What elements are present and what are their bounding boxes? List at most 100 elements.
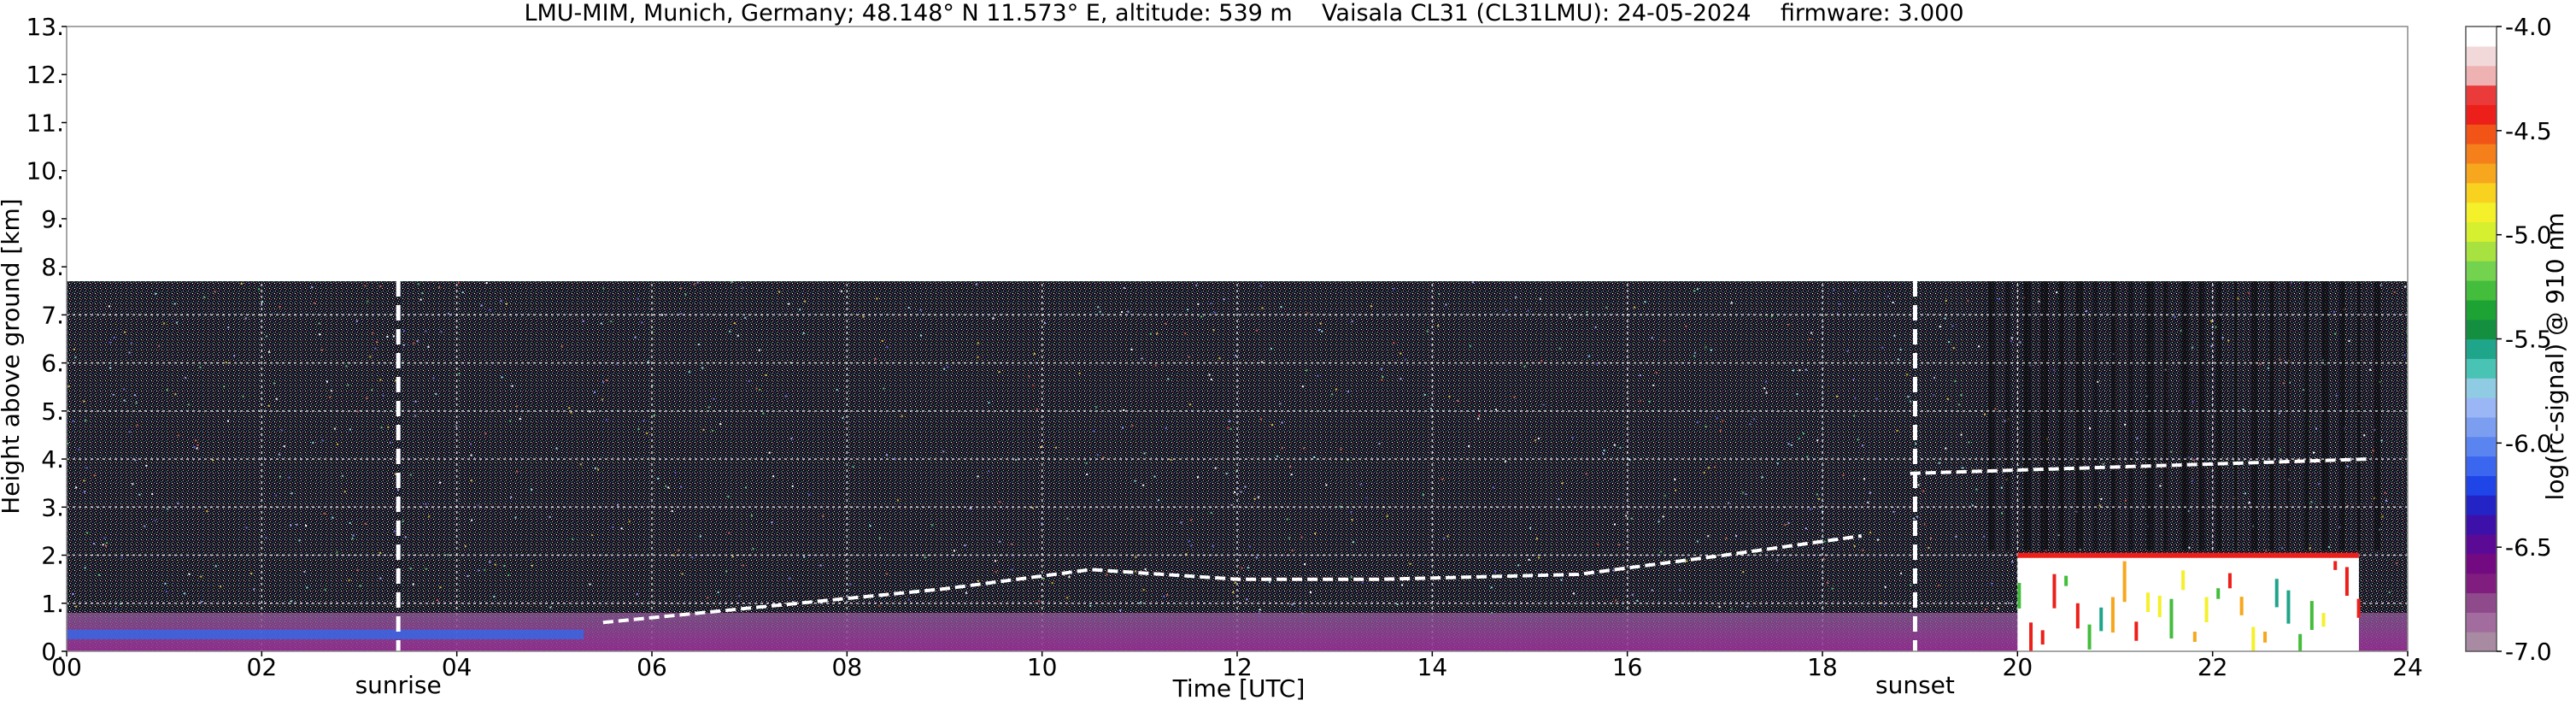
- noise-speck: [531, 488, 533, 491]
- noise-speck: [1618, 544, 1621, 546]
- noise-speck: [1102, 456, 1105, 459]
- noise-speck: [503, 565, 506, 567]
- noise-speck: [1037, 600, 1040, 603]
- noise-speck: [439, 481, 442, 484]
- noise-speck: [1625, 515, 1628, 517]
- noise-speck: [1033, 353, 1036, 355]
- noise-speck: [819, 564, 822, 567]
- noise-speck: [1279, 403, 1282, 405]
- noise-speck: [878, 537, 881, 539]
- noise-speck: [2248, 502, 2250, 504]
- cloud-band: [2134, 621, 2139, 641]
- noise-speck: [1753, 418, 1756, 421]
- noise-speck: [515, 405, 518, 408]
- noise-speck: [1804, 368, 1807, 371]
- noise-speck: [1975, 488, 1978, 491]
- noise-speck: [1143, 452, 1146, 455]
- dark-streak: [2128, 281, 2133, 550]
- noise-speck: [2004, 420, 2006, 422]
- noise-speck: [2369, 368, 2372, 371]
- noise-speck: [1131, 424, 1134, 427]
- noise-speck: [1749, 423, 1752, 426]
- noise-speck: [1906, 374, 1909, 376]
- noise-speck: [163, 322, 166, 325]
- noise-speck: [437, 599, 438, 602]
- noise-speck: [349, 521, 351, 524]
- noise-speck: [113, 337, 115, 338]
- noise-speck: [886, 573, 889, 575]
- noise-speck: [267, 404, 270, 407]
- x-tick-label: 14: [1417, 653, 1448, 681]
- noise-speck: [485, 282, 488, 284]
- noise-speck: [1586, 310, 1588, 313]
- noise-speck: [1289, 465, 1292, 468]
- noise-speck: [1393, 342, 1395, 344]
- noise-speck: [699, 535, 701, 538]
- noise-speck: [1197, 303, 1200, 305]
- noise-speck: [1043, 322, 1046, 324]
- noise-speck: [998, 371, 1000, 374]
- noise-speck: [261, 300, 263, 303]
- noise-speck: [432, 377, 435, 379]
- noise-speck: [1396, 603, 1399, 606]
- noise-speck: [311, 286, 314, 289]
- noise-speck: [1468, 444, 1470, 447]
- noise-speck: [736, 334, 739, 337]
- dark-streak: [2233, 281, 2237, 550]
- noise-speck: [1123, 409, 1125, 411]
- y-tick-label: 0.: [41, 638, 64, 666]
- noise-speck: [673, 554, 676, 556]
- noise-speck: [1730, 302, 1733, 304]
- noise-speck: [1745, 493, 1747, 495]
- noise-speck: [1952, 347, 1955, 350]
- sunrise-label: sunrise: [355, 671, 442, 699]
- noise-speck: [1513, 396, 1516, 398]
- noise-speck: [674, 472, 676, 474]
- noise-speck: [1746, 605, 1749, 608]
- y-tick-label: 4.: [41, 445, 64, 474]
- noise-speck: [1876, 538, 1879, 541]
- noise-speck: [803, 556, 806, 558]
- noise-speck: [1945, 447, 1947, 450]
- noise-speck: [1869, 531, 1871, 533]
- sunset-label: sunset: [1875, 671, 1955, 699]
- dark-streak: [2146, 281, 2154, 550]
- noise-speck: [1810, 508, 1812, 510]
- noise-speck: [489, 561, 491, 563]
- noise-speck: [1300, 536, 1303, 538]
- noise-speck: [1051, 581, 1053, 584]
- noise-speck: [1696, 540, 1699, 543]
- noise-speck: [1011, 543, 1013, 545]
- noise-speck: [458, 373, 461, 374]
- noise-speck: [330, 390, 332, 392]
- noise-speck: [2136, 451, 2139, 454]
- noise-speck: [203, 296, 206, 298]
- noise-speck: [2372, 450, 2374, 452]
- noise-speck: [484, 432, 487, 435]
- noise-speck: [977, 356, 979, 359]
- noise-speck: [1836, 313, 1839, 315]
- noise-speck: [2379, 284, 2382, 286]
- noise-speck: [382, 394, 384, 397]
- noise-speck: [1742, 571, 1745, 574]
- noise-speck: [245, 527, 248, 529]
- noise-speck: [72, 420, 74, 422]
- noise-speck: [1261, 361, 1264, 363]
- noise-speck: [102, 544, 104, 546]
- colorbar: -4.0 -4.5 -5.0 -5.5 -6.0 -6.5 -7.0: [2465, 13, 2552, 666]
- x-tick-label: 06: [637, 653, 667, 681]
- noise-speck: [1730, 608, 1733, 610]
- colorbar-swatch: [2466, 104, 2497, 125]
- colorbar-tick-label: -4.0: [2505, 13, 2552, 41]
- noise-speck: [2085, 310, 2087, 313]
- noise-speck: [1831, 587, 1834, 590]
- noise-speck: [2192, 400, 2193, 403]
- dark-streak: [2040, 281, 2049, 550]
- noise-speck: [1854, 289, 1857, 291]
- noise-speck: [727, 495, 730, 497]
- noise-speck: [1569, 316, 1571, 319]
- noise-speck: [2193, 459, 2196, 462]
- noise-speck: [428, 515, 431, 518]
- noise-speck: [1619, 447, 1622, 449]
- noise-speck: [1318, 329, 1320, 331]
